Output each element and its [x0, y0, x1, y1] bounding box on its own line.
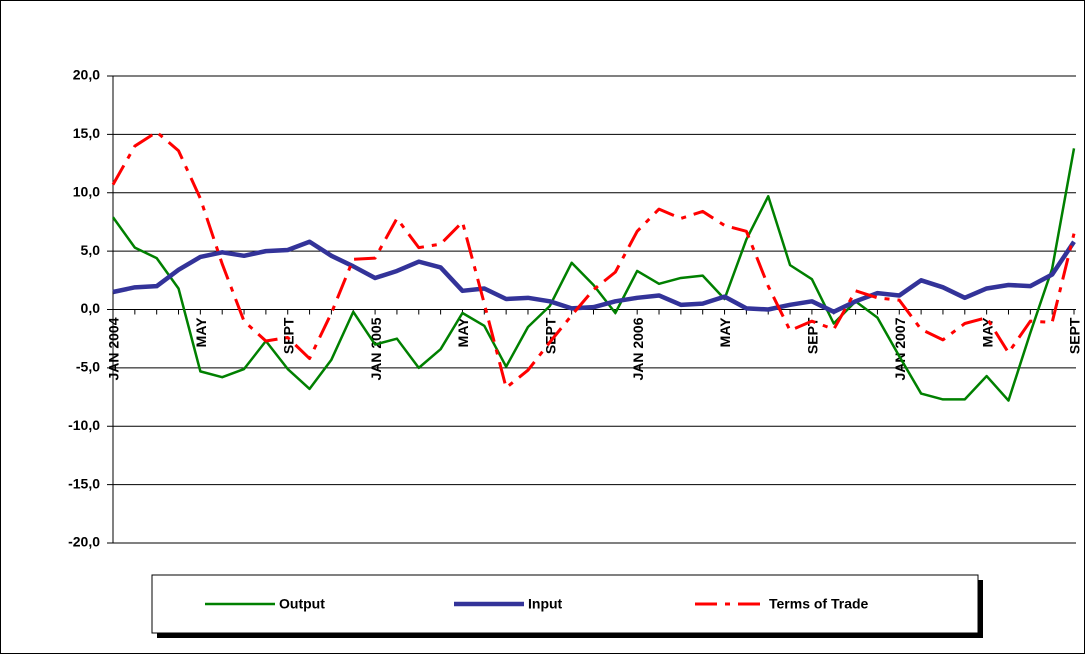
x-tick-label: JAN 2004 — [106, 317, 122, 380]
y-tick-label: 15,0 — [73, 125, 100, 141]
y-tick-label: -15,0 — [68, 475, 100, 491]
series-line — [112, 239, 1076, 315]
series-line — [111, 148, 1076, 402]
x-tick-label: MAY — [455, 317, 471, 347]
legend-label: Input — [528, 596, 563, 612]
y-tick-label: -5,0 — [76, 359, 100, 375]
x-tick-label: JAN 2005 — [368, 317, 384, 380]
y-tick-label: -10,0 — [68, 417, 100, 433]
y-tick-label: -20,0 — [68, 534, 100, 550]
x-tick-label: MAY — [979, 317, 995, 347]
x-tick-label: MAY — [193, 317, 209, 347]
x-tick-label: SEPT — [543, 317, 559, 354]
y-tick-label: 5,0 — [81, 242, 101, 258]
y-tick-label: 20,0 — [73, 67, 100, 83]
x-tick-label: SEPT — [280, 317, 296, 354]
x-tick-label: JAN 2006 — [630, 317, 646, 380]
x-tick-label: SEPT — [1067, 317, 1083, 354]
x-tick-label: MAY — [717, 317, 733, 347]
series-line — [111, 130, 1076, 390]
legend-label: Output — [279, 596, 325, 612]
y-tick-label: 10,0 — [73, 183, 100, 199]
y-tick-label: 0,0 — [81, 300, 101, 316]
legend-label: Terms of Trade — [769, 596, 869, 612]
legend-box — [151, 574, 979, 634]
x-tick-label: SEPT — [805, 317, 821, 354]
